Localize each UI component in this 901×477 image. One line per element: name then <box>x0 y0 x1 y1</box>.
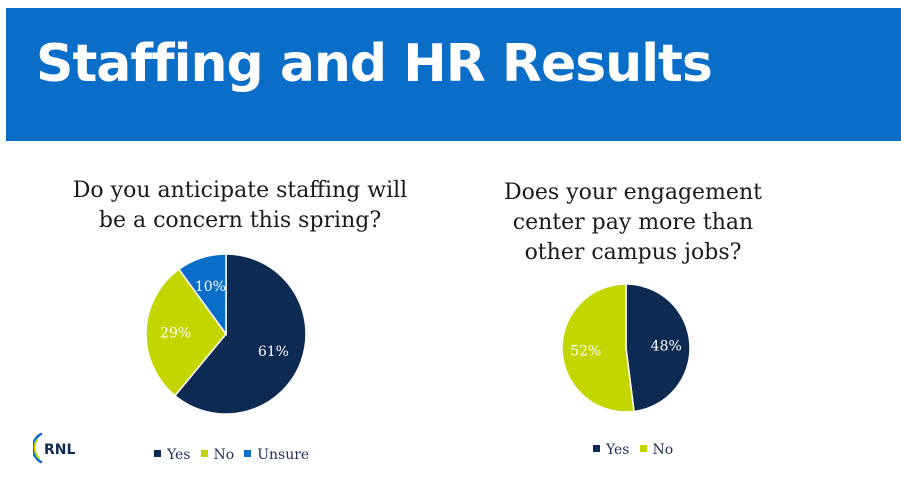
staffing-concern-pie: 61% 29% 10% <box>145 253 307 415</box>
page-title: Staffing and HR Results <box>36 34 713 94</box>
data-label-unsure: 10% <box>195 279 226 295</box>
pie-slice-yes <box>173 253 307 415</box>
chart-1-legend: Yes No Unsure <box>154 447 319 463</box>
data-label-yes: 61% <box>258 344 289 360</box>
data-label-no: 52% <box>570 344 601 360</box>
pie-slice-no <box>145 268 227 397</box>
chart-2-title-line: Does your engagement <box>504 180 762 205</box>
legend-item-unsure: Unsure <box>244 447 309 463</box>
legend-item-no: No <box>639 442 674 458</box>
engagement-pay-pie: 48% 52% <box>561 283 691 413</box>
rnl-logo: RNL <box>33 432 75 464</box>
logo-text: RNL <box>44 442 75 458</box>
legend-label: No <box>652 442 674 458</box>
chart-2-title-line: center pay more than <box>512 210 754 235</box>
legend-swatch <box>593 445 600 452</box>
data-label-no: 29% <box>160 325 191 341</box>
legend-label: No <box>213 447 235 463</box>
legend-swatch <box>200 450 208 457</box>
chart-2-title-line: other campus jobs? <box>524 240 742 265</box>
chart-2-title: Does your engagement center pay more tha… <box>468 178 798 268</box>
legend-item-yes: Yes <box>154 447 191 463</box>
chart-1-title: Do you anticipate staffing will be a con… <box>60 176 420 236</box>
legend-item-yes: Yes <box>593 442 630 458</box>
pie-slice-unsure <box>177 253 227 337</box>
legend-swatch <box>154 450 161 457</box>
chart-2-legend: Yes No <box>593 442 683 458</box>
chart-1-title-line: be a concern this spring? <box>98 208 382 233</box>
legend-swatch <box>639 445 647 452</box>
legend-label: Unsure <box>257 447 310 463</box>
legend-label: Yes <box>167 447 191 463</box>
data-label-yes: 48% <box>651 338 682 354</box>
pie-slice-yes <box>625 283 691 413</box>
chart-1-title-line: Do you anticipate staffing will <box>72 178 408 203</box>
title-banner: Staffing and HR Results <box>6 8 901 141</box>
legend-item-no: No <box>200 447 235 463</box>
legend-label: Yes <box>606 442 630 458</box>
pie-slice-no <box>561 283 635 413</box>
legend-swatch <box>244 450 252 457</box>
